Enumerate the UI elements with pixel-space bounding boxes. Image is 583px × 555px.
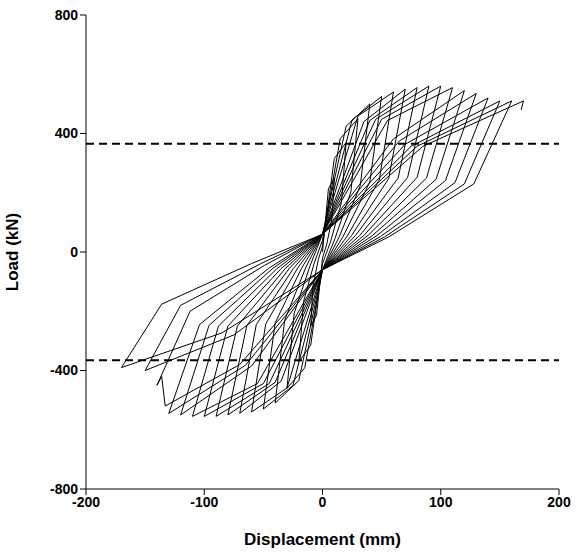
svg-text:Load (kN): Load (kN) xyxy=(3,213,22,291)
svg-text:-100: -100 xyxy=(190,494,218,510)
svg-text:Displacement (mm): Displacement (mm) xyxy=(244,530,401,549)
svg-text:-200: -200 xyxy=(72,493,100,510)
svg-text:400: 400 xyxy=(55,125,79,141)
svg-text:0: 0 xyxy=(319,494,327,510)
svg-text:800: 800 xyxy=(55,7,79,23)
svg-text:0: 0 xyxy=(70,244,78,260)
svg-text:-400: -400 xyxy=(50,362,78,378)
svg-text:100: 100 xyxy=(429,494,453,510)
svg-text:-800: -800 xyxy=(50,481,78,497)
svg-text:200: 200 xyxy=(547,494,571,510)
